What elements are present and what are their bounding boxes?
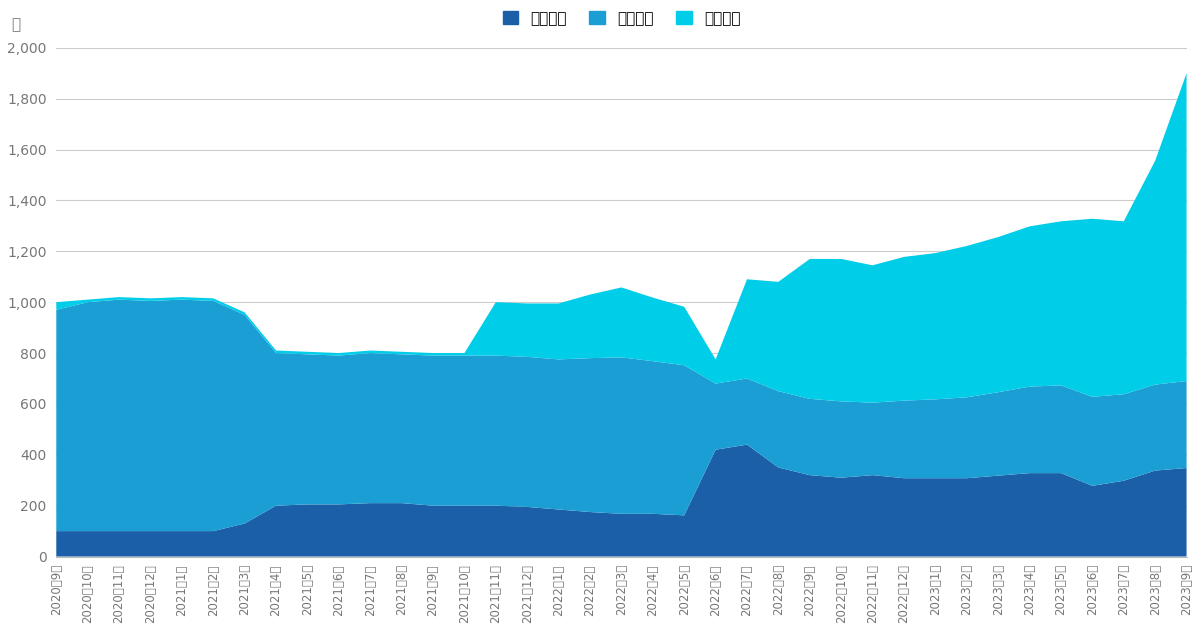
- Legend: 現金合計, 保険合計, 投資合計: 現金合計, 保険合計, 投資合計: [497, 4, 746, 32]
- Text: 万: 万: [11, 18, 20, 33]
